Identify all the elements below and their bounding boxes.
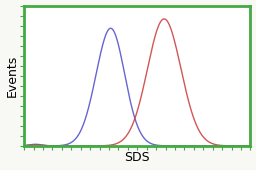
Y-axis label: Events: Events xyxy=(6,55,18,97)
X-axis label: SDS: SDS xyxy=(124,151,150,164)
